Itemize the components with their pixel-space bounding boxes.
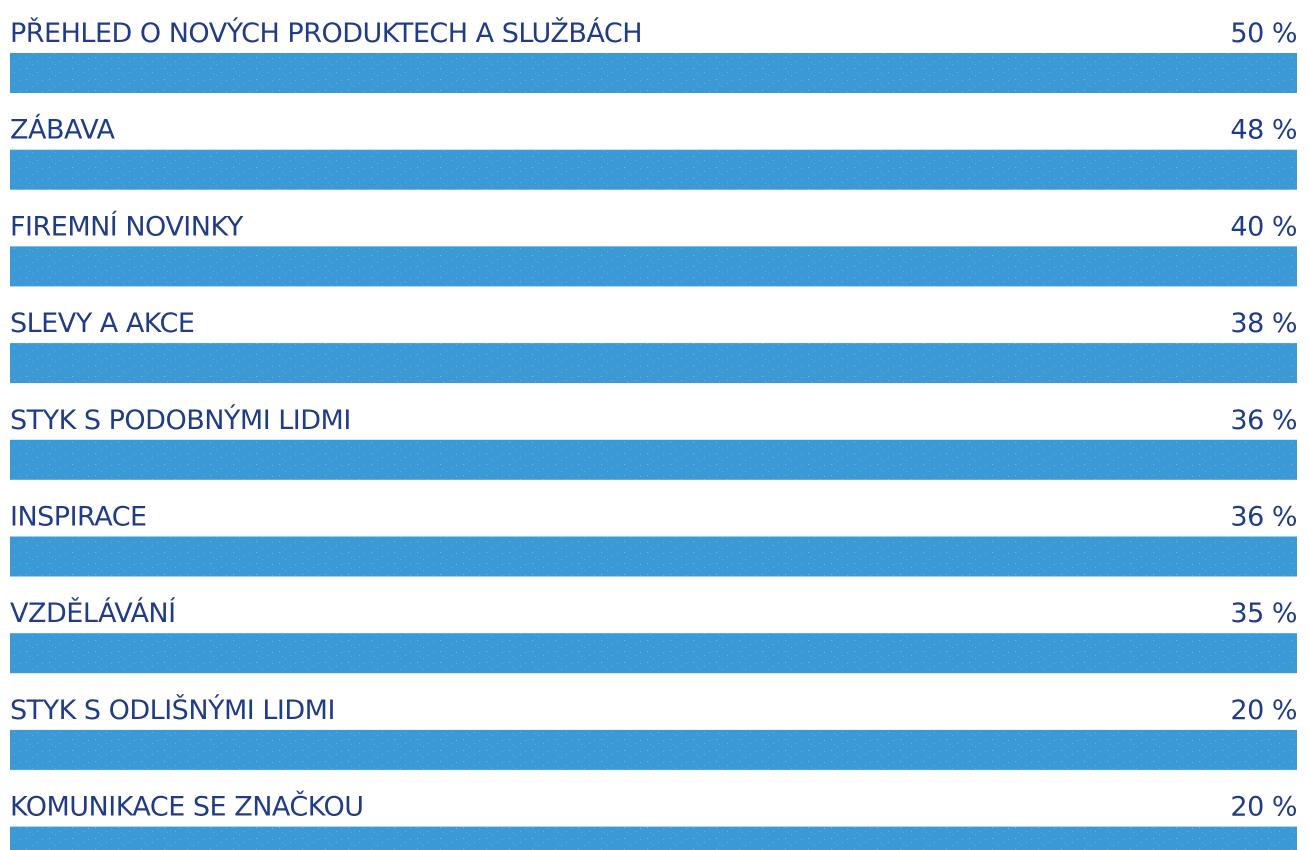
bar-row: STYK S PODOBNÝMI LIDMI 36 % bbox=[10, 404, 1298, 480]
value-label: 38 % bbox=[1230, 308, 1297, 339]
category-label: VZDĚLÁVÁNÍ bbox=[10, 597, 176, 629]
bar-texture bbox=[10, 149, 1297, 190]
category-label: KOMUNIKACE SE ZNAČKOU bbox=[10, 791, 364, 823]
bar-texture bbox=[10, 633, 1297, 674]
value-label: 36 % bbox=[1230, 502, 1297, 533]
category-label: INSPIRACE bbox=[10, 502, 147, 533]
value-label: 36 % bbox=[1230, 405, 1297, 436]
category-label: FIREMNÍ NOVINKY bbox=[10, 210, 244, 242]
bar-row: INSPIRACE 36 % bbox=[10, 502, 1298, 577]
bar-row: VZDĚLÁVÁNÍ 35 % bbox=[10, 597, 1298, 674]
bar-row: STYK S ODLIŠNÝMI LIDMI 20 % bbox=[10, 694, 1298, 770]
bar-texture bbox=[10, 53, 1297, 93]
bar-row: KOMUNIKACE SE ZNAČKOU 20 % bbox=[10, 791, 1298, 850]
bar-texture bbox=[10, 826, 1297, 850]
category-label: STYK S PODOBNÝMI LIDMI bbox=[10, 404, 351, 436]
category-label: SLEVY A AKCE bbox=[10, 308, 194, 339]
category-label: ZÁBAVA bbox=[10, 114, 115, 146]
bar-row: ZÁBAVA 48 % bbox=[10, 114, 1298, 190]
value-label: 48 % bbox=[1230, 115, 1297, 146]
bar-texture bbox=[10, 729, 1297, 770]
category-label: PŘEHLED O NOVÝCH PRODUKTECH A SLUŽBÁCH bbox=[10, 17, 642, 49]
value-label: 50 % bbox=[1230, 18, 1297, 49]
value-label: 40 % bbox=[1230, 211, 1297, 242]
bar-texture bbox=[10, 343, 1297, 384]
value-label: 35 % bbox=[1230, 598, 1297, 629]
value-label: 20 % bbox=[1230, 792, 1297, 823]
bar-row: PŘEHLED O NOVÝCH PRODUKTECH A SLUŽBÁCH 50… bbox=[10, 17, 1298, 93]
bar-texture bbox=[10, 246, 1297, 287]
bar-row: FIREMNÍ NOVINKY 40 % bbox=[10, 210, 1298, 287]
bar-texture bbox=[10, 439, 1297, 480]
bar-texture bbox=[10, 536, 1297, 577]
bar-row: SLEVY A AKCE 38 % bbox=[10, 308, 1298, 384]
value-label: 20 % bbox=[1230, 695, 1297, 726]
category-label: STYK S ODLIŠNÝMI LIDMI bbox=[10, 694, 335, 726]
